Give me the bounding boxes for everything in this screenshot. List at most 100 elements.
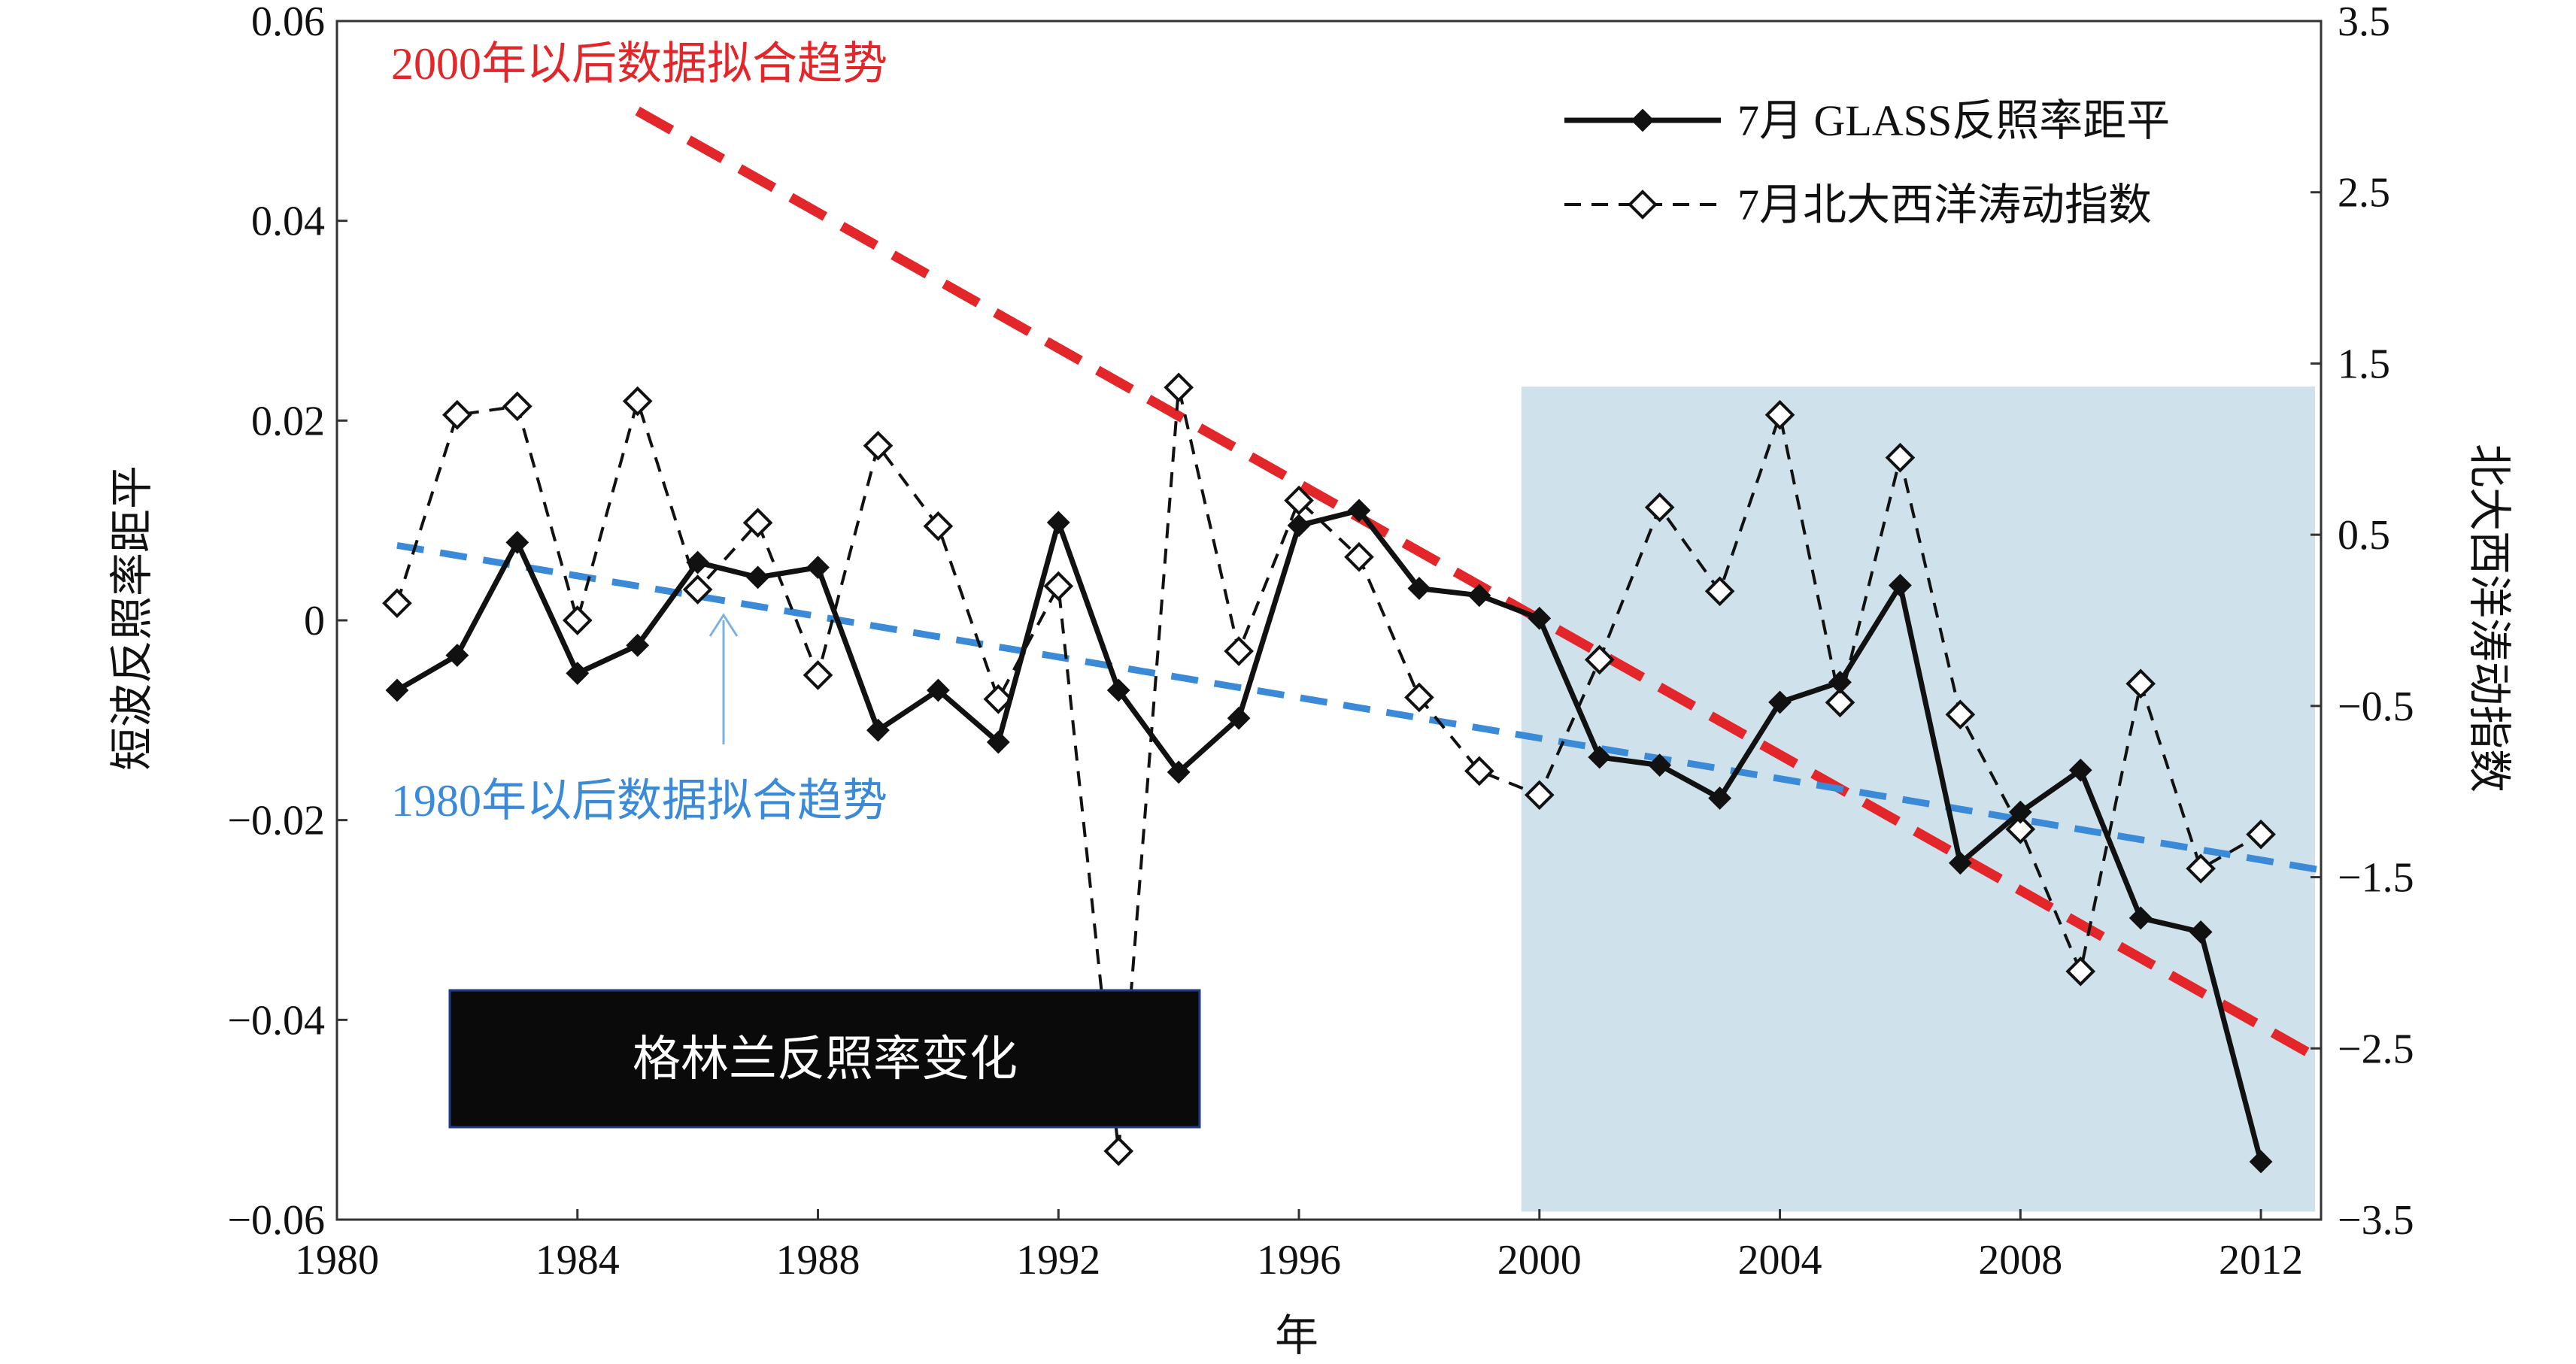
- y-axis-left-title: 短波反照率距平: [106, 465, 157, 771]
- nao-point: [1764, 399, 1795, 430]
- nao-point: [562, 605, 593, 635]
- nao-point: [863, 430, 894, 461]
- nao-series-line: [396, 386, 2262, 1153]
- y-tick-label: −0.06: [227, 1197, 325, 1244]
- legend-albedo-marker: [1631, 108, 1655, 132]
- y-right-tick-label: −1.5: [2338, 855, 2414, 902]
- y-axis-left: −0.06 −0.04 −0.02 0 0.02 0.04 0.06: [227, 0, 347, 1244]
- title-box-label: 格林兰反照率变化: [633, 1032, 1018, 1087]
- albedo-point: [1046, 511, 1070, 535]
- nao-point: [1464, 756, 1494, 787]
- nao-point: [983, 684, 1014, 714]
- y-right-tick-label: −0.5: [2338, 684, 2414, 730]
- nao-point: [1704, 576, 1735, 607]
- y-tick-label: 0: [304, 598, 325, 644]
- albedo-point: [385, 678, 409, 702]
- albedo-point: [1588, 745, 1612, 769]
- nao-point: [1344, 541, 1374, 572]
- albedo-series-line: [396, 508, 2264, 1162]
- nao-point: [2125, 668, 2156, 699]
- albedo-point: [626, 633, 650, 657]
- y-right-tick-label: 0.5: [2338, 512, 2390, 559]
- x-tick-label: 1992: [1016, 1237, 1100, 1284]
- legend-nao-marker: [1628, 189, 1658, 220]
- x-axis-title: 年: [1275, 1310, 1318, 1361]
- albedo-point: [1648, 753, 1672, 777]
- x-axis: 1980 1984 1988 1992 1996 2000 2004 2008 2012: [295, 1209, 2303, 1284]
- legend-albedo-label: 7月 GLASS反照率距平: [1737, 96, 2170, 145]
- y-tick-label: −0.04: [227, 997, 325, 1044]
- nao-point: [502, 391, 532, 422]
- albedo-point: [1828, 670, 1852, 694]
- albedo-point: [1227, 706, 1251, 730]
- albedo-point: [866, 718, 890, 742]
- trend-line-1980: [396, 541, 2322, 874]
- nao-point: [2065, 956, 2096, 987]
- x-tick-label: 2012: [2219, 1237, 2303, 1284]
- albedo-point: [1287, 514, 1311, 538]
- albedo-point: [2189, 920, 2213, 944]
- nao-point: [1825, 687, 1855, 718]
- nao-point: [742, 508, 773, 538]
- albedo-point: [806, 556, 830, 580]
- albedo-point: [1889, 574, 1912, 597]
- albedo-point: [2068, 758, 2092, 782]
- x-tick-label: 1996: [1257, 1237, 1341, 1284]
- nao-point: [1164, 372, 1194, 403]
- series-layer: [382, 372, 2276, 1174]
- nao-point: [803, 660, 833, 690]
- nao-point: [923, 511, 954, 541]
- albedo-point: [505, 530, 529, 554]
- y-tick-label: 0.06: [251, 0, 325, 45]
- nao-point: [382, 588, 412, 619]
- nao-point: [1404, 682, 1434, 713]
- nao-point: [1103, 1136, 1134, 1166]
- nao-point: [1043, 571, 1074, 602]
- albedo-point: [1106, 678, 1130, 702]
- nao-point: [1644, 492, 1675, 523]
- y-right-tick-label: 2.5: [2338, 170, 2390, 217]
- x-tick-label: 2004: [1738, 1237, 1822, 1284]
- nao-point: [442, 399, 472, 430]
- y-tick-label: −0.02: [227, 798, 325, 844]
- y-right-tick-label: −3.5: [2338, 1197, 2414, 1244]
- blue-trend-arrow-head: [708, 613, 739, 637]
- albedo-point: [1467, 583, 1491, 608]
- albedo-point: [2249, 1150, 2273, 1174]
- nao-point: [2005, 814, 2036, 844]
- nao-point: [1284, 485, 1314, 516]
- legend-background: [1543, 84, 2303, 251]
- albedo-point: [926, 678, 950, 702]
- y-axis-right-title: 北大西洋涛动指数: [2464, 444, 2515, 793]
- x-tick-label: 1988: [776, 1237, 860, 1284]
- albedo-point: [1948, 851, 1972, 875]
- albedo-point: [566, 661, 590, 685]
- x-tick-label: 2000: [1497, 1237, 1582, 1284]
- nao-point: [1885, 442, 1916, 473]
- nao-point: [2246, 819, 2276, 850]
- legend-nao-label: 7月北大西洋涛动指数: [1737, 180, 2152, 229]
- y-right-tick-label: 3.5: [2338, 0, 2390, 45]
- albedo-point: [1528, 606, 1552, 630]
- albedo-point: [2128, 906, 2153, 930]
- nao-point: [1945, 699, 1976, 730]
- nao-point: [1584, 644, 1615, 675]
- albedo-point: [1407, 577, 1431, 600]
- albedo-point: [1768, 690, 1792, 714]
- y-right-tick-label: −2.5: [2338, 1026, 2414, 1072]
- y-right-tick-label: 1.5: [2338, 341, 2390, 387]
- nao-point: [682, 574, 713, 605]
- albedo-point: [686, 550, 710, 574]
- y-tick-label: 0.02: [251, 398, 325, 444]
- red-trend-label: 2000年以后数据拟合趋势: [391, 39, 887, 89]
- albedo-point: [1167, 760, 1191, 784]
- albedo-point: [1708, 787, 1732, 810]
- x-tick-label: 1980: [295, 1237, 379, 1284]
- y-tick-label: 0.04: [251, 199, 325, 245]
- albedo-point: [2008, 800, 2032, 824]
- title-box: [448, 989, 1201, 1129]
- x-tick-label: 1984: [536, 1237, 620, 1284]
- y-axis-right: −3.5 −2.5 −1.5 −0.5 0.5 1.5 2.5 3.5: [2311, 0, 2414, 1244]
- nao-point: [622, 386, 653, 417]
